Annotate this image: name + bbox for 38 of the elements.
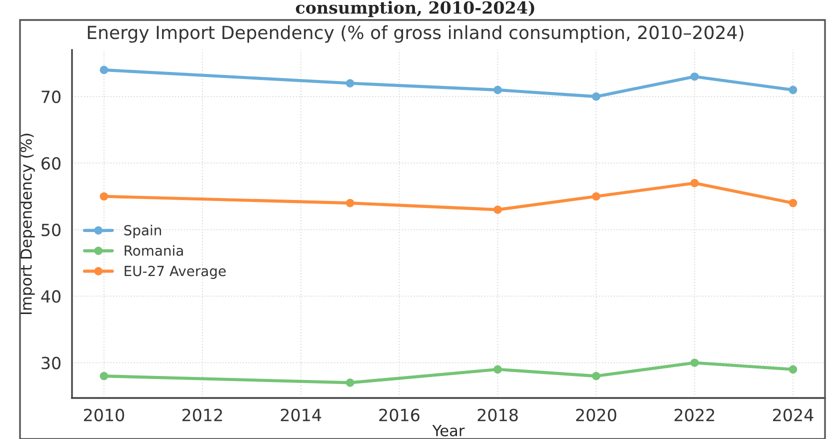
y-tick-label: 30 <box>42 356 60 370</box>
x-axis-title: Year <box>432 425 465 436</box>
point <box>788 198 798 208</box>
legend-label: Spain <box>124 224 162 238</box>
y-tick-label: 70 <box>42 90 60 104</box>
x-tick-label: 2010 <box>84 408 124 422</box>
point <box>592 372 600 380</box>
x-tick-label: 2012 <box>182 408 222 422</box>
point <box>494 365 502 374</box>
point <box>100 192 108 201</box>
point <box>690 358 699 367</box>
point <box>690 72 699 81</box>
x-tick-label: 2024 <box>773 408 814 422</box>
point <box>346 198 354 208</box>
y-tick-label: 60 <box>42 157 60 170</box>
x-tick-label: 2016 <box>379 408 420 422</box>
point <box>592 92 600 101</box>
legend-label: EU-27 Average <box>124 266 226 279</box>
legend-label: Romania <box>124 245 183 256</box>
chart-title: Energy Import Dependency (% of gross inland consumption, 2010–2024) <box>88 25 744 43</box>
point <box>100 66 108 74</box>
point <box>346 79 354 88</box>
x-tick-label: 2018 <box>478 408 518 422</box>
point <box>690 178 699 188</box>
point <box>494 86 502 94</box>
y-tick-label: 40 <box>41 290 60 303</box>
point <box>346 378 354 387</box>
x-tick-label: 2020 <box>576 408 616 422</box>
point <box>788 86 798 94</box>
point <box>788 365 798 374</box>
point <box>100 372 108 380</box>
x-tick-label: 2022 <box>674 408 714 422</box>
point <box>592 192 600 201</box>
x-tick-label: 2014 <box>280 408 322 422</box>
y-tick-label: 50 <box>42 224 60 236</box>
point <box>494 206 502 214</box>
y-axis-title: Import Dependency (%) <box>20 134 35 314</box>
text: consumption, 2010-2024) <box>296 0 534 18</box>
